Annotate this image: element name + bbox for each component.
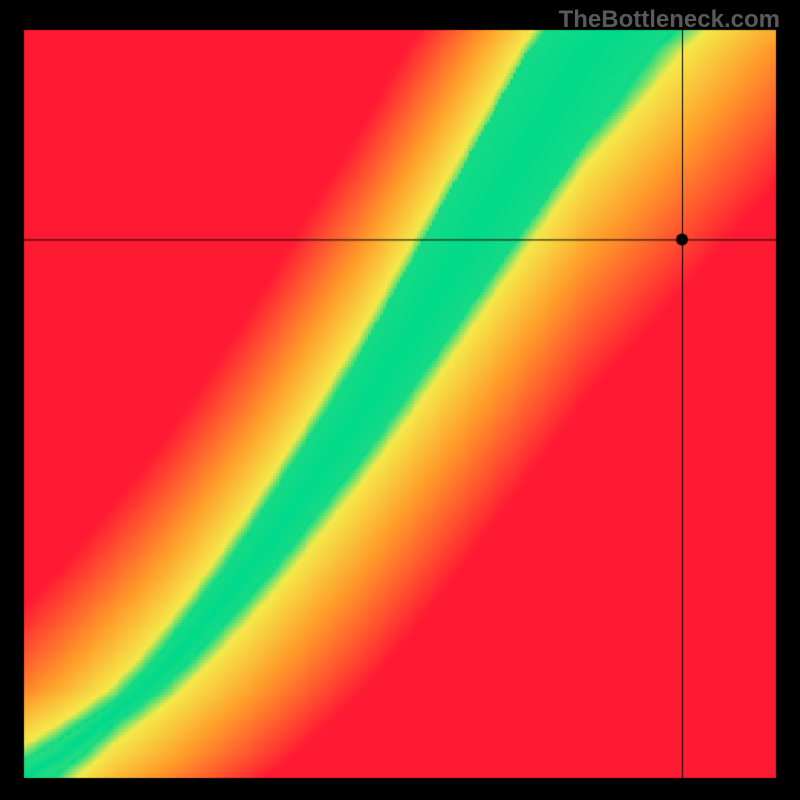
- watermark-text: TheBottleneck.com: [559, 6, 780, 34]
- heatmap-canvas: [0, 0, 800, 800]
- chart-container: TheBottleneck.com: [0, 0, 800, 800]
